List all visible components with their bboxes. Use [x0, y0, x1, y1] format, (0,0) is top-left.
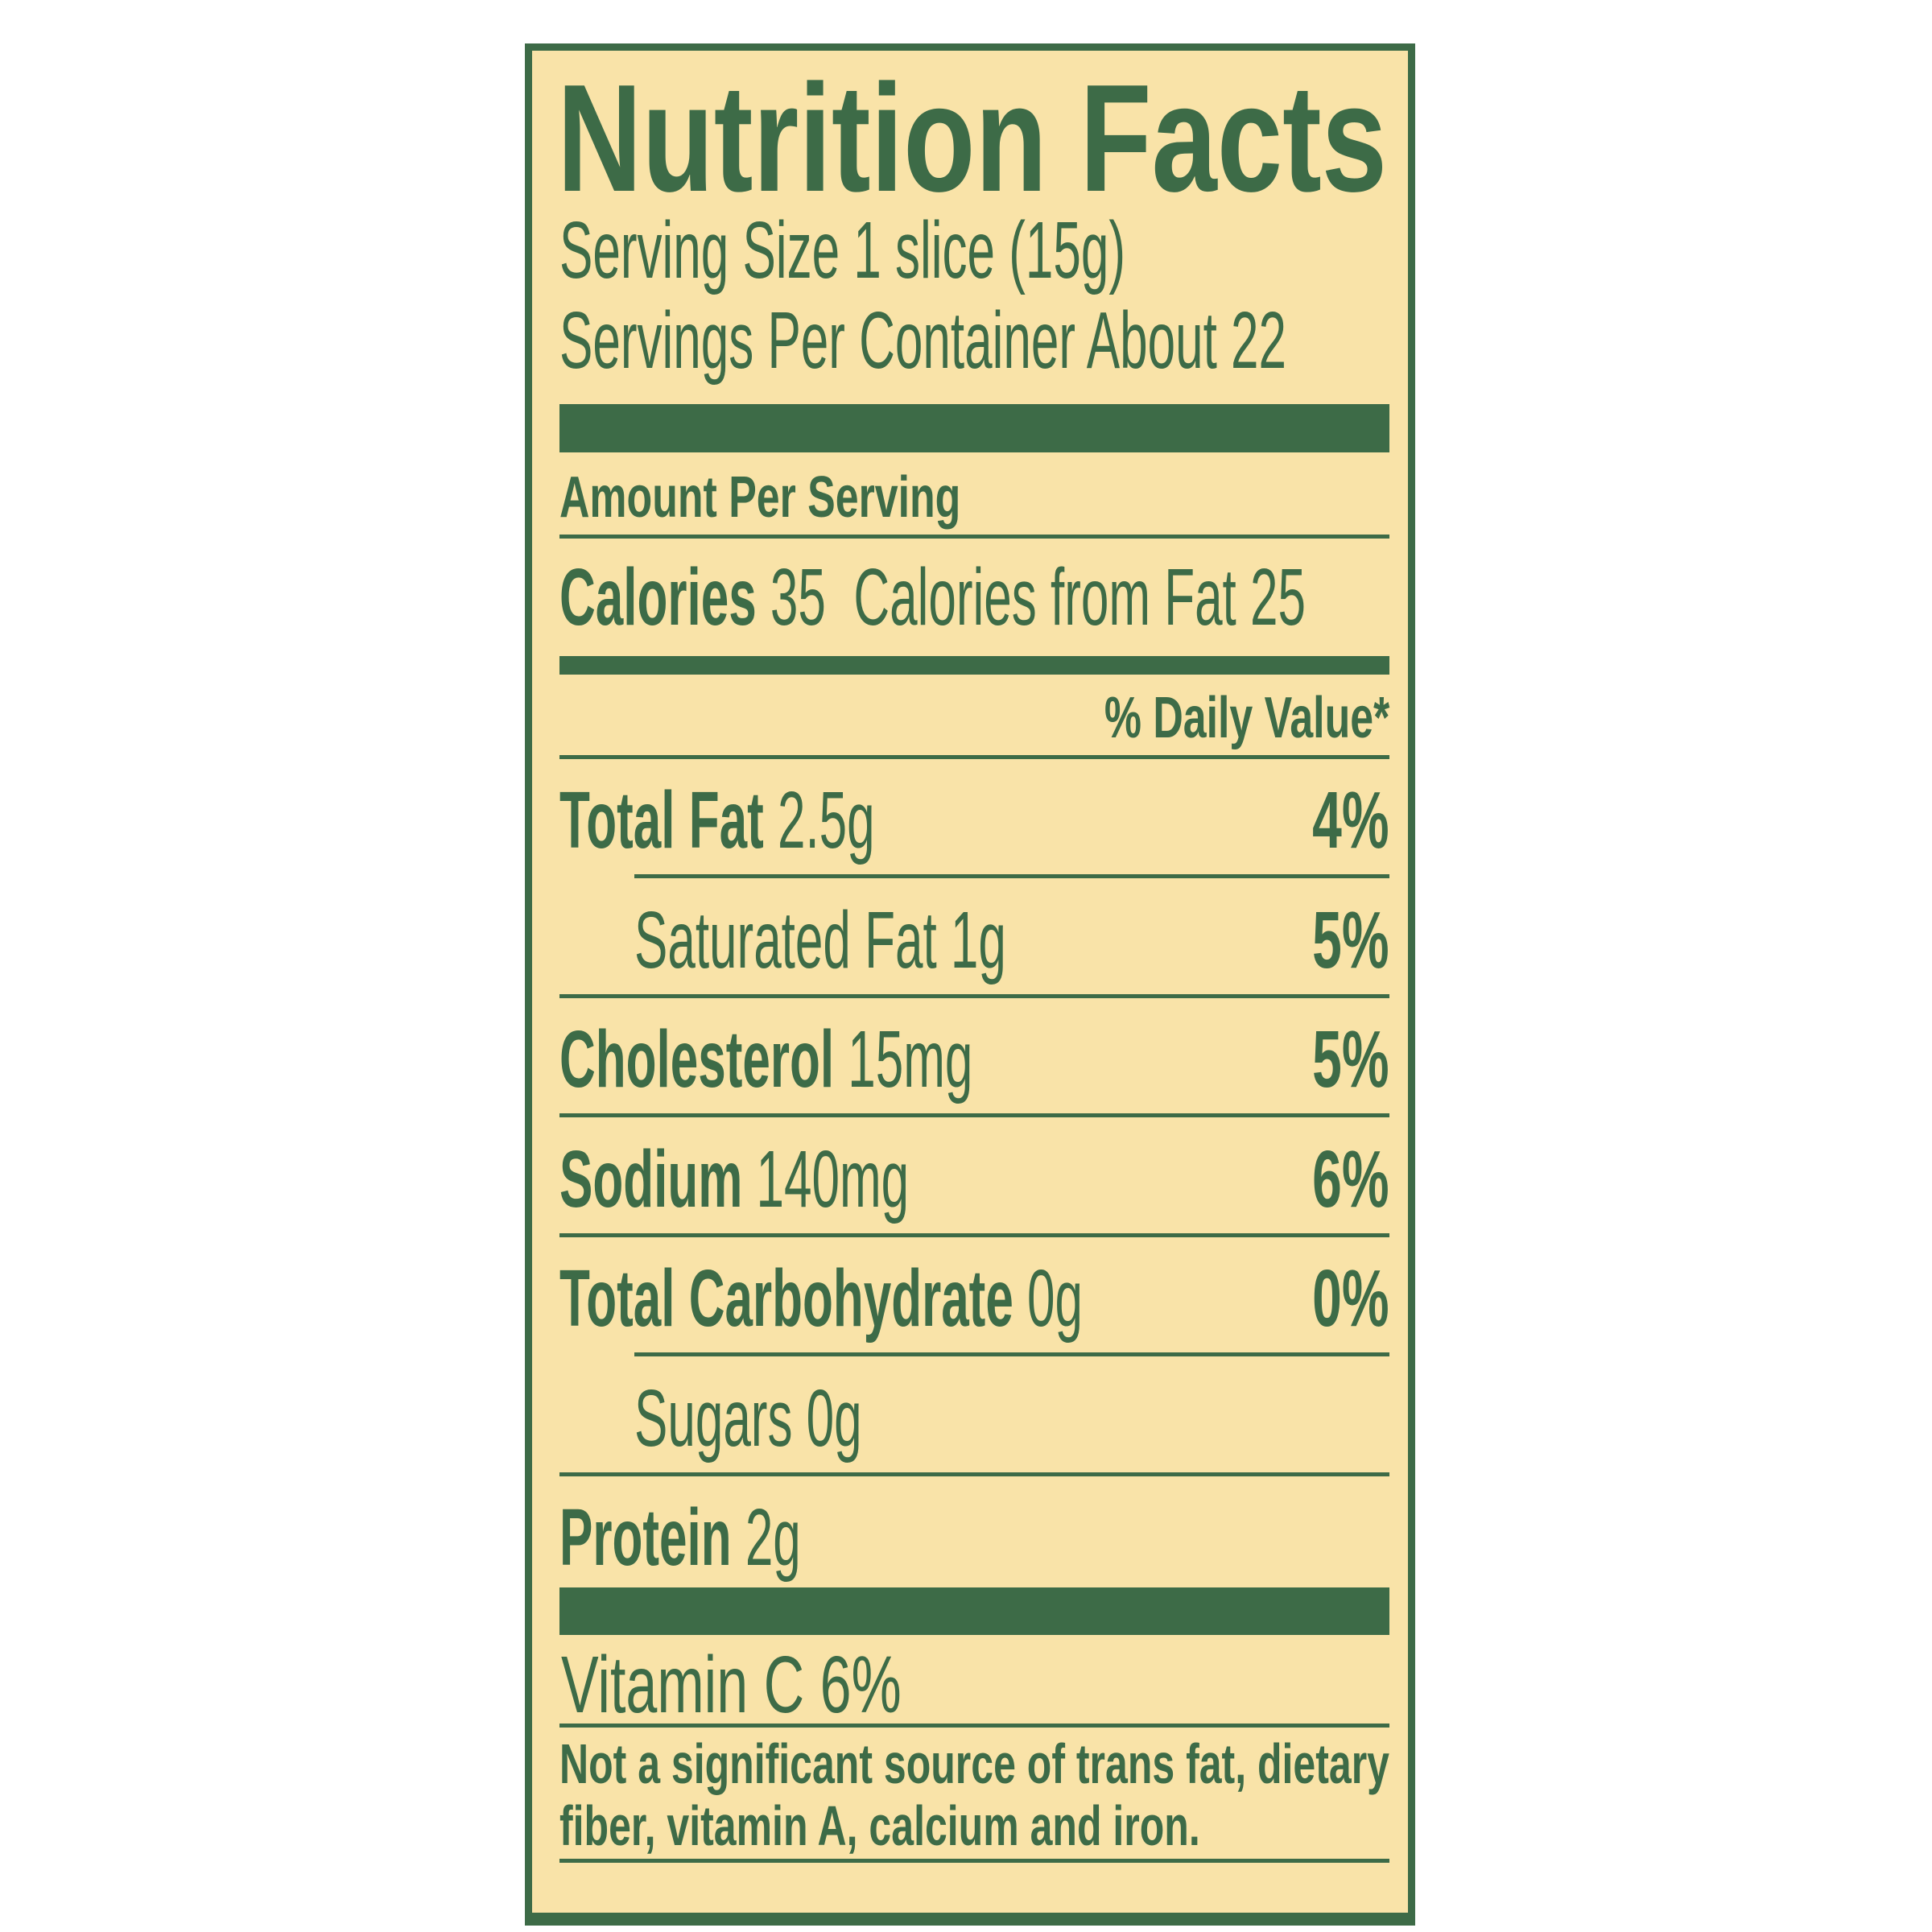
divider: [634, 1352, 1389, 1356]
nutrient-name: Cholesterol: [559, 1014, 835, 1104]
nutrient-amount: 140mg: [756, 1133, 910, 1224]
calories-label: Calories: [559, 552, 757, 642]
nutrient-row: Sodium 140mg: [559, 1139, 909, 1220]
nutrient-daily-value: 5%: [1312, 1014, 1389, 1104]
nutrient-amount: 2g: [745, 1492, 801, 1583]
serving-size: Serving Size 1 slice (15g): [559, 205, 1125, 295]
nutrient-daily-value: 5%: [1312, 894, 1389, 985]
nutrient-amount: 15mg: [848, 1014, 973, 1104]
nutrient-name: Total Carbohydrate: [559, 1253, 1013, 1344]
nutrient-amount: 0g: [806, 1373, 862, 1463]
divider: [559, 993, 1389, 998]
nutrient-name: Protein: [559, 1492, 732, 1583]
nutrient-name: Sugars: [634, 1373, 793, 1463]
daily-value-header: % Daily Value*: [1104, 686, 1389, 750]
servings-per-container: Servings Per Container About 22: [559, 295, 1287, 386]
nutrient-name: Saturated Fat: [634, 894, 937, 985]
divider: [559, 1724, 1389, 1728]
amount-per-serving: Amount Per Serving: [559, 465, 961, 530]
divider: [559, 1472, 1389, 1476]
calories-row: Calories 35 Calories from Fat 25: [559, 557, 1306, 638]
nutrient-daily-value: 0%: [1312, 1253, 1389, 1344]
nutrient-name: Total Fat: [559, 775, 764, 865]
footnote-line-2: fiber, vitamin A, calcium and iron.: [559, 1794, 1200, 1857]
calories-from-fat-label: Calories from Fat: [853, 552, 1236, 642]
vitamin-c: Vitamin C 6%: [561, 1640, 902, 1730]
thick-divider: [559, 404, 1389, 452]
nutrient-amount: 2.5g: [777, 775, 875, 865]
title: Nutrition Facts: [557, 53, 1387, 224]
nutrient-name: Sodium: [559, 1133, 743, 1224]
nutrient-row: Cholesterol 15mg: [559, 1019, 972, 1100]
divider: [559, 1859, 1389, 1863]
calories-value: 35: [770, 552, 826, 642]
nutrient-amount: 0g: [1027, 1253, 1084, 1344]
calories-from-fat-value: 25: [1250, 552, 1306, 642]
footnote-line-1: Not a significant source of trans fat, d…: [559, 1732, 1389, 1795]
nutrient-row: Total Carbohydrate 0g: [559, 1258, 1083, 1339]
divider: [559, 1113, 1389, 1117]
nutrient-daily-value: 4%: [1312, 775, 1389, 865]
divider: [634, 874, 1389, 878]
nutrient-daily-value: 6%: [1312, 1133, 1389, 1224]
nutrient-row: Total Fat 2.5g: [559, 780, 875, 861]
thick-divider: [559, 1587, 1389, 1635]
divider: [559, 755, 1389, 759]
medium-divider: [559, 656, 1389, 675]
nutrient-row: Protein 2g: [559, 1497, 801, 1578]
nutrient-row: Saturated Fat 1g: [634, 900, 1006, 980]
nutrient-row: Sugars 0g: [634, 1378, 862, 1459]
nutrient-amount: 1g: [950, 894, 1006, 985]
divider: [559, 535, 1389, 539]
divider: [559, 1232, 1389, 1237]
